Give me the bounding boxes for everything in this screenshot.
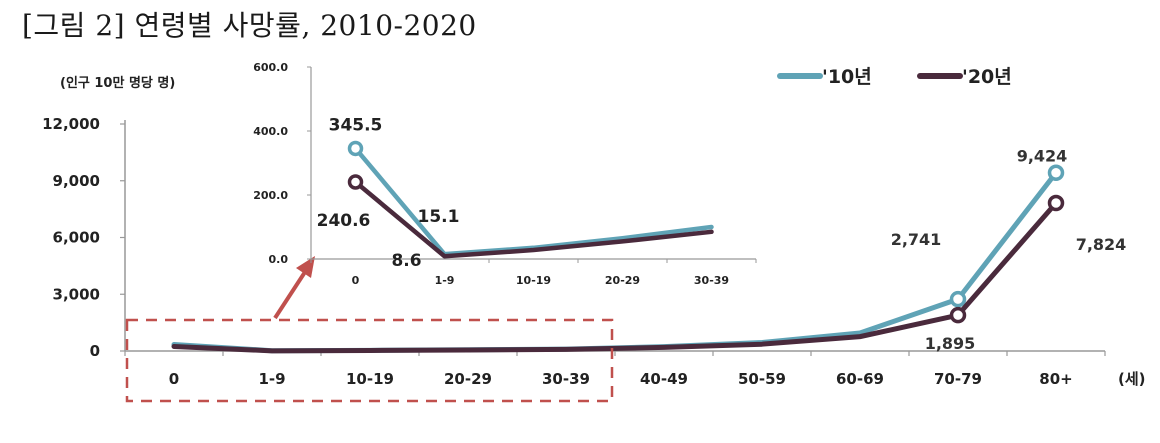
data-point-marker — [949, 306, 967, 324]
inset-y-tick-label: 400.0 — [253, 125, 288, 138]
inset-series-line — [353, 179, 714, 259]
highlight-box — [125, 318, 614, 403]
inset-y-tick-label: 0.0 — [269, 253, 289, 266]
inset-y-tick-label: 600.0 — [253, 61, 288, 74]
legend-label: '10년 — [822, 66, 872, 88]
y-tick-label: 3,000 — [53, 285, 100, 303]
x-axis-unit: (세) — [1118, 370, 1146, 388]
x-tick-label: 1-9 — [258, 370, 285, 388]
data-label: 7,824 — [1076, 235, 1127, 254]
x-tick-label: 40-49 — [640, 370, 688, 388]
x-tick-label: 0 — [169, 370, 179, 388]
data-point-marker — [1047, 164, 1065, 181]
inset-x-tick-label: 10-19 — [516, 274, 551, 287]
x-tick-label: 60-69 — [836, 370, 884, 388]
inset-data-label: 15.1 — [418, 207, 460, 227]
inset-y-tick-label: 200.0 — [253, 189, 288, 202]
inset-x-tick-label: 20-29 — [605, 274, 640, 287]
data-label: 2,741 — [891, 230, 942, 249]
inset-data-label: 240.6 — [317, 211, 371, 231]
x-tick-label: 30-39 — [542, 370, 590, 388]
figure-title: [그림 2] 연령별 사망률, 2010-2020 — [22, 9, 477, 42]
callout-arrowhead — [296, 256, 315, 278]
x-tick-label: 10-19 — [346, 370, 394, 388]
inset-data-point-marker — [347, 140, 364, 157]
data-label: 1,895 — [925, 334, 976, 353]
x-tick-label: 70-79 — [934, 370, 982, 388]
legend-label: '20년 — [962, 66, 1012, 88]
data-point-marker — [1047, 194, 1065, 212]
inset-data-label: 345.5 — [329, 115, 383, 135]
data-point-marker — [949, 290, 967, 308]
series-line — [171, 200, 1059, 354]
y-tick-label: 9,000 — [53, 172, 100, 190]
inset-data-point-marker — [347, 174, 364, 190]
inset-data-label: 8.6 — [391, 251, 421, 271]
inset-x-tick-label: 0 — [352, 274, 360, 287]
y-axis-unit: (인구 10만 명당 명) — [60, 75, 175, 91]
y-tick-label: 6,000 — [53, 229, 100, 247]
inset-x-tick-label: 1-9 — [435, 274, 455, 287]
inset-x-tick-label: 30-39 — [694, 274, 729, 287]
x-tick-label: 20-29 — [444, 370, 492, 388]
data-label: 9,424 — [1017, 147, 1068, 166]
x-tick-label: 50-59 — [738, 370, 786, 388]
x-tick-label: 80+ — [1039, 370, 1072, 388]
callout-arrow — [273, 270, 307, 320]
y-tick-label: 0 — [90, 342, 100, 360]
y-tick-label: 12,000 — [42, 115, 100, 133]
